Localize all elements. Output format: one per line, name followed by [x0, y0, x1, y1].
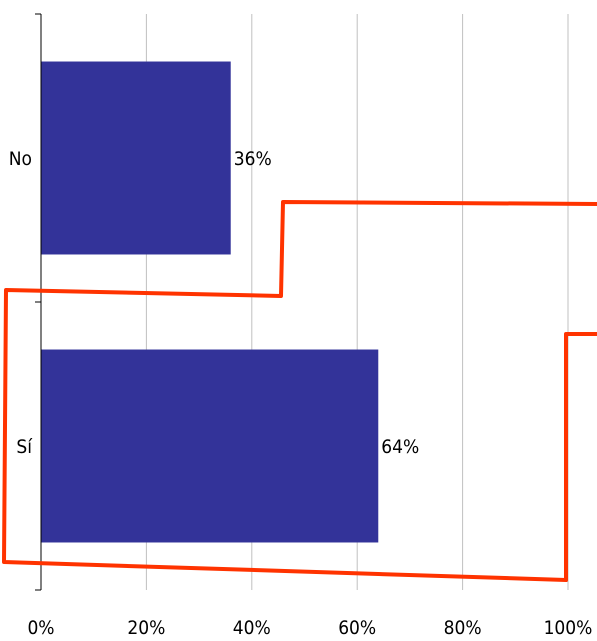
data-label: 36% — [234, 148, 272, 170]
bars — [41, 61, 379, 543]
bar-s — [41, 349, 379, 543]
data-label: 64% — [381, 436, 419, 458]
x-tick-label: 80% — [444, 617, 482, 639]
annotations — [2, 200, 597, 582]
x-tick-label: 0% — [27, 617, 54, 639]
category-label: No — [9, 148, 32, 170]
category-label: Sí — [16, 436, 33, 458]
labels: 36% No 64% Sí 0% 20% 40% 60% 80% 100% — [9, 148, 593, 639]
x-tick-label: 40% — [233, 617, 271, 639]
x-tick-label: 60% — [338, 617, 376, 639]
annotation-outline-top — [2, 200, 597, 582]
bar-no — [41, 61, 231, 255]
axes — [35, 13, 42, 591]
x-tick-label: 20% — [127, 617, 165, 639]
x-tick-label: 100% — [544, 617, 593, 639]
